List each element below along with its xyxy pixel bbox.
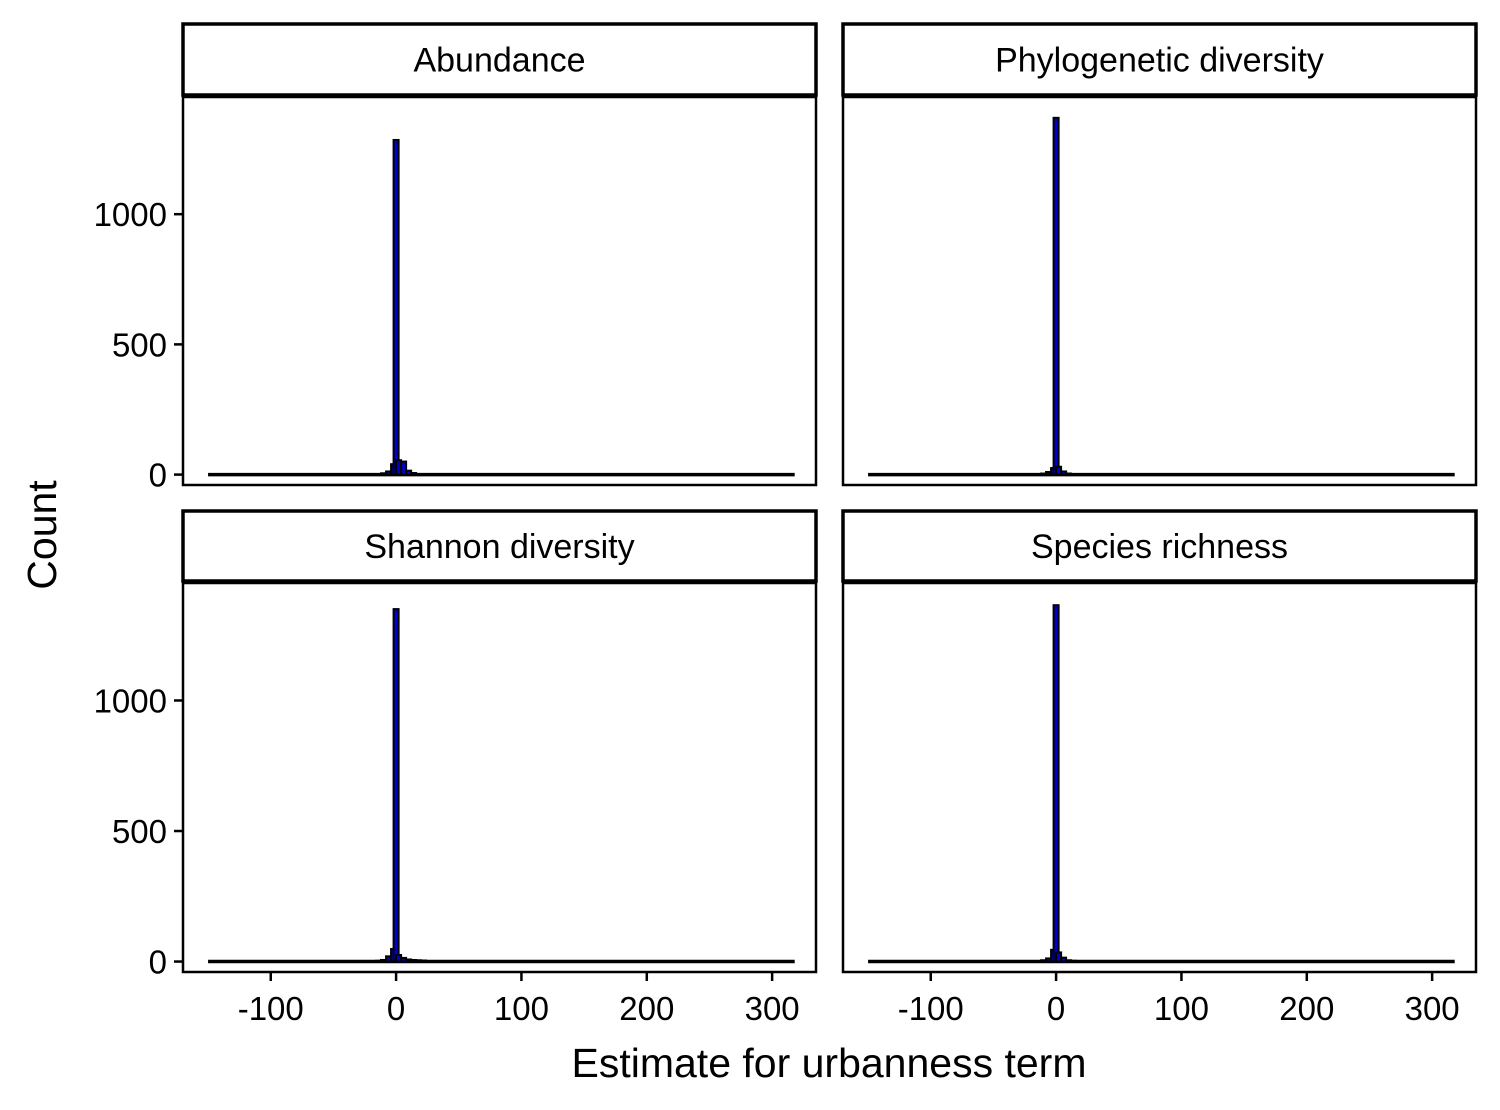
x-tick-label: 100 xyxy=(494,990,549,1027)
histogram-bar xyxy=(392,138,400,476)
panel-frame xyxy=(841,95,1478,487)
panel-species-richness: Species richness -100 0 100 200 300 xyxy=(841,509,1478,1027)
histogram-bar xyxy=(425,960,433,963)
histogram-bar xyxy=(1090,960,1098,963)
histogram-bar xyxy=(392,608,400,963)
strip-box xyxy=(181,22,818,97)
y-tick-label: 500 xyxy=(112,813,167,850)
y-tick-label: 500 xyxy=(112,326,167,363)
strip-label: Abundance xyxy=(413,42,585,80)
x-tick-label: -100 xyxy=(238,990,304,1027)
panel-frame xyxy=(841,581,1478,974)
y-axis-title: Count xyxy=(19,480,65,590)
panel-phylogenetic-diversity: Phylogenetic diversity xyxy=(841,22,1478,487)
panel-frame xyxy=(181,581,818,974)
histogram-bar xyxy=(1070,959,1078,963)
y-tick-label: 0 xyxy=(149,944,167,981)
y-tick-label: 0 xyxy=(149,457,167,494)
histogram-bar xyxy=(400,460,408,476)
x-tick-label: -100 xyxy=(898,990,964,1027)
x-tick-label: 200 xyxy=(619,990,674,1027)
panel-shannon-diversity: Shannon diversity 0 500 1000 -100 0 100 200 300 xyxy=(94,509,818,1027)
histogram-bar xyxy=(1052,604,1060,963)
x-tick-label: 300 xyxy=(1405,990,1460,1027)
histogram-bar xyxy=(1052,116,1060,476)
x-tick-label: 0 xyxy=(387,990,405,1027)
x-tick-label: 300 xyxy=(745,990,800,1027)
x-tick-label: 200 xyxy=(1279,990,1334,1027)
strip-box xyxy=(181,509,818,583)
strip-box xyxy=(841,509,1478,583)
panel-abundance: Abundance 0 500 1000 xyxy=(94,22,818,494)
histogram-bar xyxy=(415,473,423,476)
y-tick-label: 1000 xyxy=(94,196,167,233)
strip-box xyxy=(841,22,1478,97)
strip-label: Phylogenetic diversity xyxy=(995,42,1324,80)
y-tick-label: 1000 xyxy=(94,682,167,719)
strip-label: Species richness xyxy=(1031,528,1288,566)
x-tick-label: 100 xyxy=(1154,990,1209,1027)
x-axis-title: Estimate for urbanness term xyxy=(572,1040,1087,1086)
histogram-bar xyxy=(1065,472,1073,476)
panel-frame xyxy=(181,95,818,487)
x-tick-label: 0 xyxy=(1047,990,1065,1027)
strip-label: Shannon diversity xyxy=(364,528,634,566)
